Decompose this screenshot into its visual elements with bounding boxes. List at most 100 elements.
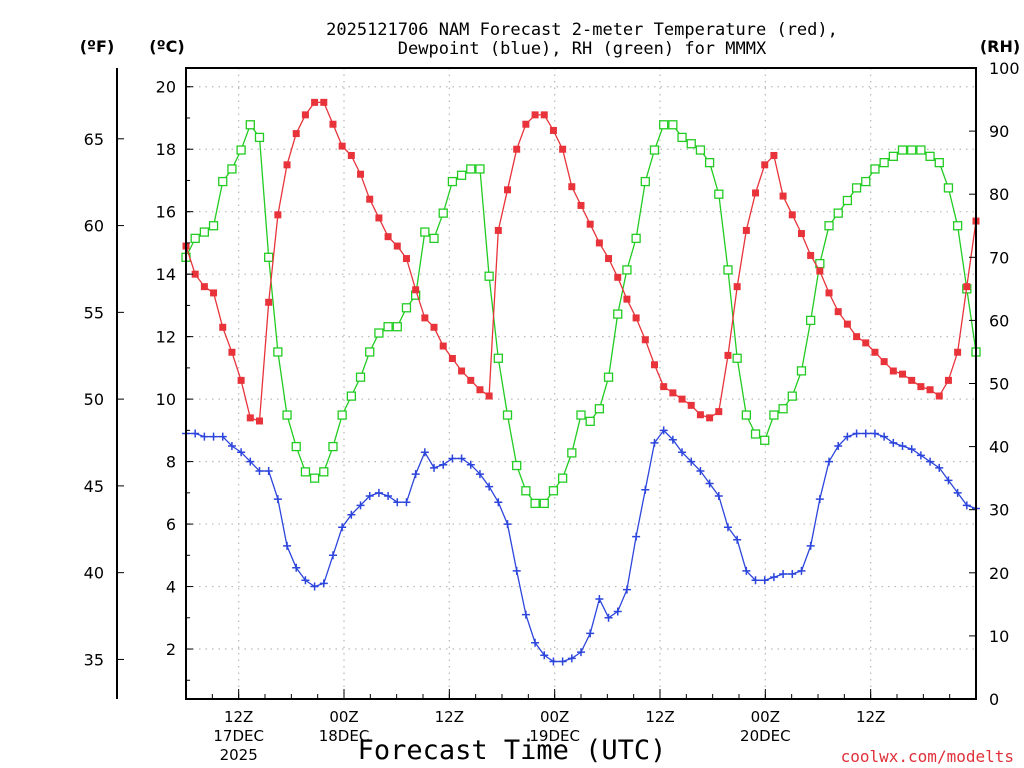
dewpoint-point — [393, 498, 402, 507]
temperature-point — [393, 242, 401, 250]
dewpoint-point — [475, 470, 484, 479]
rh-tick-label: 50 — [989, 375, 1009, 394]
rh-point — [594, 404, 605, 414]
dewpoint-point — [889, 438, 898, 447]
dewpoint-point — [503, 520, 512, 529]
rh-point — [704, 157, 715, 168]
temperature-point — [724, 351, 732, 359]
temperature-point — [862, 339, 870, 347]
rh-point — [291, 441, 301, 452]
dewpoint-point — [668, 435, 677, 444]
fahrenheit-tick-label: 55 — [84, 303, 104, 322]
rh-series — [181, 120, 981, 509]
rh-point — [245, 120, 255, 130]
dewpoint-point — [898, 441, 907, 450]
dewpoint-point — [292, 563, 301, 572]
temperature-point — [421, 314, 429, 322]
temperature-point — [660, 383, 668, 391]
dewpoint-point — [815, 495, 824, 504]
temperature-point — [954, 348, 962, 356]
rh-point — [622, 265, 632, 275]
temperature-point — [513, 145, 521, 153]
time-tick-label: 00Z — [751, 708, 780, 726]
dewpoint-point — [632, 532, 641, 541]
temperature-point — [439, 342, 447, 350]
temperature-point — [568, 183, 576, 191]
series-layer — [181, 98, 981, 666]
fahrenheit-tick-label: 60 — [84, 217, 104, 236]
rh-point — [842, 195, 853, 206]
rh-point — [190, 233, 200, 244]
rh-point — [861, 176, 871, 187]
rh-point — [870, 164, 880, 174]
dewpoint-point — [880, 432, 889, 441]
fahrenheit-tick-label: 45 — [84, 477, 104, 496]
temperature-point — [292, 130, 300, 138]
rh-point — [732, 353, 742, 363]
rh-point — [907, 145, 917, 155]
rh-tick-label: 80 — [989, 185, 1009, 204]
rh-point — [952, 221, 963, 231]
temperature-point — [595, 239, 603, 247]
dewpoint-point — [586, 629, 595, 638]
temperature-point — [752, 189, 760, 197]
time-date-label: 19DEC — [529, 727, 580, 745]
temperature-point — [522, 120, 530, 128]
temperature-point — [807, 251, 815, 259]
rh-point — [392, 322, 402, 332]
temperature-point — [935, 392, 943, 400]
temperature-point — [255, 417, 263, 425]
rh-point — [760, 435, 770, 445]
temperature-point — [320, 98, 328, 106]
rh-point — [640, 176, 650, 187]
celsius-tick-label: 6 — [166, 515, 176, 534]
dewpoint-point — [678, 448, 687, 457]
time-tick-label: 00Z — [540, 708, 569, 726]
dewpoint-point — [218, 432, 227, 441]
time-year-label: 2025 — [220, 746, 258, 764]
dewpoint-point — [521, 610, 530, 619]
rh-point — [576, 410, 586, 420]
dewpoint-point — [466, 460, 475, 469]
rh-tick-label: 20 — [989, 564, 1009, 583]
rh-point — [934, 157, 944, 168]
chart-title-line1: 2025121706 NAM Forecast 2-meter Temperat… — [326, 20, 838, 40]
celsius-tick-label: 16 — [156, 203, 176, 222]
temperature-point — [366, 195, 374, 203]
rh-point — [677, 132, 687, 143]
temperature-point — [402, 255, 410, 263]
dewpoint-point — [613, 607, 622, 616]
temperature-point — [632, 314, 640, 322]
rh-point — [319, 467, 329, 477]
rh-point — [750, 429, 761, 439]
temperature-point — [458, 367, 466, 375]
celsius-tick-label: 8 — [166, 453, 176, 472]
temperature-point — [669, 389, 677, 397]
temperature-point — [384, 233, 392, 241]
dewpoint-point — [843, 432, 852, 441]
time-tick-label: 12Z — [224, 708, 253, 726]
rh-point — [236, 145, 246, 155]
rh-point — [199, 227, 210, 237]
fahrenheit-tick-label: 65 — [84, 130, 104, 149]
dewpoint-point — [935, 463, 944, 472]
dewpoint-series — [182, 426, 980, 666]
temperature-point — [889, 367, 897, 375]
temperature-point — [540, 111, 548, 119]
rh-point — [714, 189, 724, 199]
rh-point — [337, 410, 347, 420]
celsius-tick-label: 14 — [156, 265, 176, 284]
temperature-point — [476, 386, 484, 394]
dewpoint-point — [604, 613, 613, 622]
rh-point — [282, 410, 292, 420]
rh-point — [466, 164, 476, 174]
dewpoint-point — [733, 535, 742, 544]
temperature-point — [265, 298, 273, 306]
temperature-point — [228, 348, 236, 356]
dewpoint-point — [797, 566, 806, 575]
dewpoint-point — [310, 582, 319, 591]
credit-watermark: coolwx.com/modelts — [841, 747, 1014, 766]
rh-point — [897, 145, 908, 155]
temperature-point — [577, 201, 585, 209]
